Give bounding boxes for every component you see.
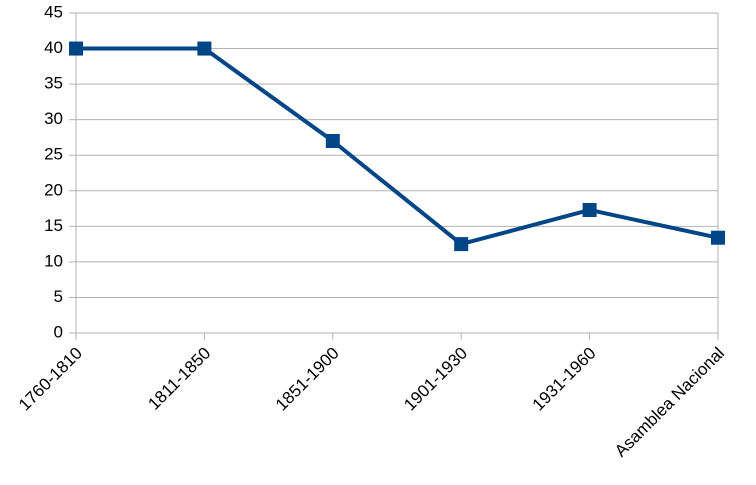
line bbox=[76, 46, 719, 247]
marker bbox=[197, 41, 212, 56]
x-tick-label: 1931-1960 bbox=[529, 344, 600, 415]
y-tick-label: 15 bbox=[44, 216, 63, 235]
x-tick-label: Asamblea Nacional bbox=[611, 344, 728, 461]
y-tick-label: 0 bbox=[54, 322, 63, 341]
y-tick-label: 5 bbox=[54, 287, 63, 306]
x-tick-label: 1811-1850 bbox=[144, 344, 214, 414]
marker bbox=[711, 230, 725, 245]
x-tick-label: 1851-1900 bbox=[272, 344, 343, 415]
x-tick-label: 1901-1930 bbox=[400, 344, 471, 415]
marker bbox=[69, 41, 83, 56]
marker bbox=[454, 237, 469, 252]
y-tick-label: 10 bbox=[44, 251, 63, 270]
y-tick-label: 45 bbox=[44, 2, 63, 21]
y-tick-label: 30 bbox=[44, 109, 63, 128]
y-tick-label: 35 bbox=[44, 74, 63, 93]
y-tick-label: 20 bbox=[44, 180, 63, 199]
y-tick-label: 40 bbox=[44, 38, 63, 57]
marker bbox=[325, 134, 340, 148]
marker bbox=[582, 202, 597, 217]
x-tick-label: 1760-1810 bbox=[15, 344, 86, 415]
y-tick-label: 25 bbox=[44, 145, 63, 164]
